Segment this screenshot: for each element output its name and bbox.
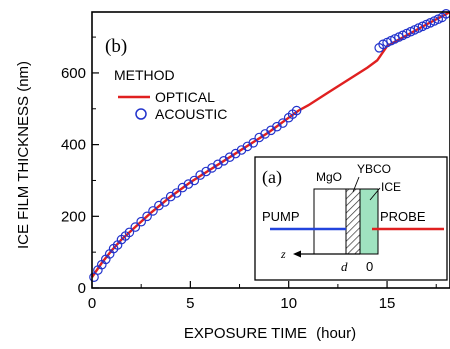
zero-mark-label: 0 [366,259,373,274]
pump-label: PUMP [262,209,300,224]
panel-label: (b) [105,36,127,57]
x-tick-label-0: 0 [88,295,96,312]
mgo-label: MgO [316,170,342,184]
ybco-pointer [352,176,360,193]
ybco-layer [345,188,361,255]
acoustic-series [89,9,450,282]
x-axis-label-unit: (hour) [316,325,356,342]
acoustic-point [160,197,170,207]
acoustic-point [277,118,288,128]
y-tick-label-0: 0 [78,280,86,297]
x-axis-label: EXPOSURE TIME (hour) [184,325,356,342]
inset-diagram: (a) MgO YBCO ICE PUMP PROBE z d 0 [254,156,448,281]
legend-acoustic-label: ACOUSTIC [155,106,227,122]
plot-frame [91,11,450,289]
acoustic-point [171,188,182,198]
z-axis-label: z [280,247,286,261]
legend-optical-label: OPTICAL [155,89,215,105]
legend-marker-acoustic [135,108,147,120]
ice-layer [359,188,379,255]
x-tick-label-1: 5 [186,295,194,312]
acoustic-point [142,211,152,222]
y-axis-label: ICE FILM THICKNESS (nm) [15,61,32,249]
acoustic-point [189,175,200,186]
x-tick-label-3: 15 [379,295,396,312]
z-axis-arrowhead [293,250,301,258]
d-mark-label: d [341,259,348,274]
acoustic-point [148,206,158,216]
y-tick-label-1: 200 [61,208,86,225]
acoustic-point [291,105,302,116]
acoustic-point [248,138,259,148]
legend-title: METHOD [114,67,175,83]
acoustic-point [441,9,450,19]
ice-pointer [369,187,381,201]
acoustic-point [89,272,99,282]
probe-label: PROBE [380,209,426,224]
ice-label: ICE [381,180,401,194]
acoustic-point [124,227,135,238]
legend: METHOD OPTICAL ACOUSTIC [114,67,227,122]
acoustic-point [130,222,141,232]
x-tick-label-2: 10 [280,295,297,312]
tick-labels: 0 5 10 15 0 200 400 600 [61,65,395,312]
x-axis-label-main: EXPOSURE TIME [184,325,307,342]
acoustic-point [136,216,146,227]
inset-label: (a) [262,167,282,188]
ybco-label: YBCO [357,162,391,176]
y-tick-label-2: 400 [61,137,86,154]
y-tick-label-3: 600 [61,65,86,82]
